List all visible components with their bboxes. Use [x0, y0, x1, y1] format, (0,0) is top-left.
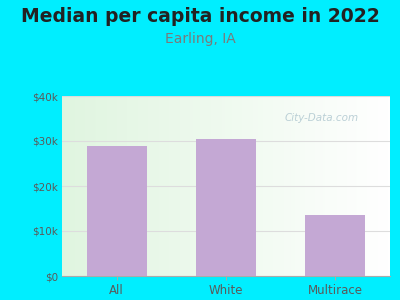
Bar [86, 146, 147, 276]
Bar [305, 215, 366, 276]
Text: City-Data.com: City-Data.com [285, 112, 359, 123]
Text: Earling, IA: Earling, IA [165, 32, 235, 46]
Bar [196, 139, 256, 276]
Text: Median per capita income in 2022: Median per capita income in 2022 [21, 8, 379, 26]
